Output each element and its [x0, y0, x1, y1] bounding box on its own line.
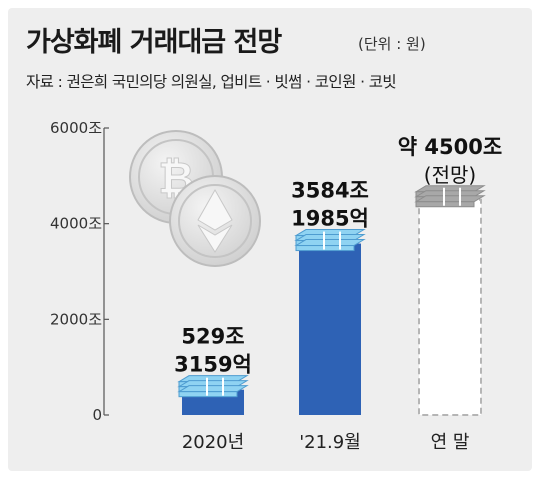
data-label: 3584조 [291, 179, 369, 203]
data-label: 3159억 [174, 353, 252, 377]
x-category-label: '21.9월 [299, 432, 361, 453]
bar-forecast [418, 198, 482, 416]
data-label: (전망) [424, 163, 476, 187]
x-category-label: 연 말 [431, 432, 470, 453]
source-note: 자료 : 권은희 국민의당 의원실, 업비트 · 빗썸 · 코인원 · 코빗 [26, 73, 397, 91]
cash-stack-icon [177, 375, 249, 398]
data-label: 약 4500조 [398, 135, 502, 159]
cash-stack-icon [294, 229, 366, 252]
y-tick-label: 0 [92, 406, 102, 424]
x-category-label: 2020년 [182, 432, 244, 453]
data-label: 1985억 [291, 207, 369, 231]
y-tick-label: 6000조 [50, 119, 102, 137]
y-tick-label: 4000조 [50, 215, 102, 233]
bar [299, 243, 361, 415]
ethereum-coin-icon [169, 175, 261, 267]
y-tick-label: 2000조 [50, 310, 102, 328]
cash-stack-icon [414, 185, 486, 208]
data-label: 529조 [181, 325, 244, 349]
unit-label: (단위 : 원) [358, 35, 426, 53]
page-title: 가상화폐 거래대금 전망 [26, 27, 282, 58]
